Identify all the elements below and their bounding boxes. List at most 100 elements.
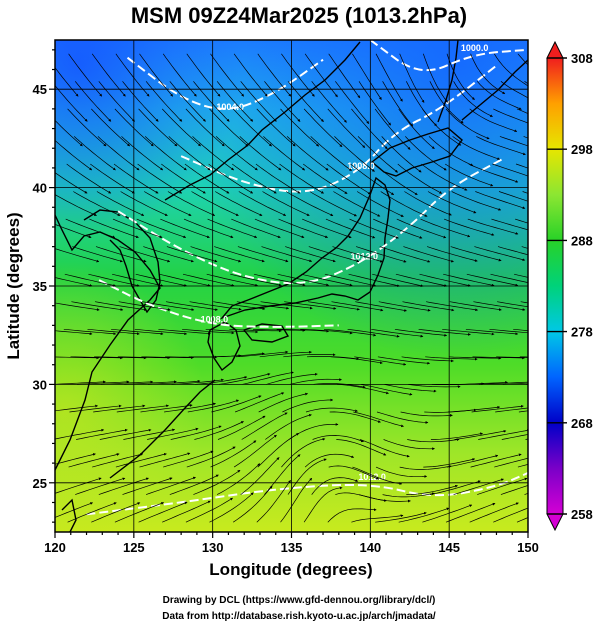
streamline [140,404,193,413]
lon-tick-label: 125 [123,540,145,555]
streamline [449,301,502,311]
streamline [397,163,443,194]
isobar-label: 1012.0 [358,472,386,482]
streamline [404,191,452,216]
streamline [71,301,124,311]
streamline [231,163,277,194]
streamline [377,356,431,365]
colorbar-gradient [546,57,564,515]
streamline [407,438,460,443]
wind-streamlines [55,53,528,523]
streamline [167,191,216,216]
streamline [144,191,192,216]
streamline [374,108,411,150]
lat-tick-label: 30 [33,377,47,392]
streamline [311,477,359,495]
streamline [279,163,325,194]
streamline [495,407,528,413]
streamline [444,163,494,187]
streamline [348,273,400,287]
streamline [158,328,211,335]
streamline [254,218,305,239]
streamline [471,404,524,413]
streamline [240,457,280,495]
streamline [208,163,254,194]
streamline [255,163,301,194]
streamline [164,402,216,413]
streamline [193,81,230,122]
streamline [235,350,289,358]
streamline [516,517,528,523]
streamline [422,108,462,146]
streamline [280,477,313,523]
streamline [55,85,88,122]
colorbar-tick-label: 308 [571,51,593,66]
streamline [429,480,481,495]
streamline [402,301,455,312]
streamline [215,136,258,171]
streamline [77,380,130,385]
streamline [75,477,126,495]
streamline [122,477,173,495]
streamline [498,191,528,202]
streamline [492,163,528,177]
streamline [398,108,435,149]
colorbar-tick-label: 278 [571,325,593,340]
colorbar: 308 298 288 278 268 258 [546,40,593,532]
streamline [497,246,528,256]
streamline [285,191,334,217]
streamline [169,81,206,122]
streamline [347,328,400,338]
streamline [147,379,201,385]
isobar-label: 1008.0 [347,161,375,171]
streamline [67,502,117,523]
streamline [238,191,287,216]
streamline [253,273,306,287]
streamline [500,81,528,99]
streamline [137,163,183,194]
streamline [490,273,528,283]
streamline [308,246,360,263]
streamline [372,273,424,287]
streamline [97,136,140,171]
streamline [476,136,526,156]
isobar-label: 1000.0 [461,43,489,53]
streamline [92,453,144,468]
streamline [334,136,375,172]
streamline [399,465,452,470]
colorbar-tick-label: 268 [571,416,593,431]
streamline [426,246,478,262]
streamline [217,415,266,440]
streamline [491,218,528,231]
streamline [336,439,387,456]
streamline [422,53,448,103]
streamline [55,194,97,216]
streamline [326,163,371,195]
streamline [355,246,407,263]
streamline [55,302,100,311]
streamline [143,246,194,263]
streamline [191,191,239,216]
lat-tick-label: 35 [33,279,47,294]
streamline [94,356,147,360]
streamline [145,476,196,495]
streamline [310,136,352,171]
streamline [289,378,342,385]
streamline [166,246,218,263]
streamline [467,218,519,235]
streamline [229,328,282,333]
streamline [258,392,309,413]
streamline [121,136,164,171]
streamline [278,218,329,239]
shikoku [242,323,290,343]
streamline [186,446,236,468]
streamline [161,163,206,194]
streamline [332,246,383,263]
streamline [261,246,313,263]
streamline [114,502,165,523]
latitude-tick-labels: 25 30 35 40 45 [33,82,47,491]
streamline [182,328,235,335]
streamline [138,108,178,147]
streamline [470,453,522,468]
streamline [383,439,435,451]
